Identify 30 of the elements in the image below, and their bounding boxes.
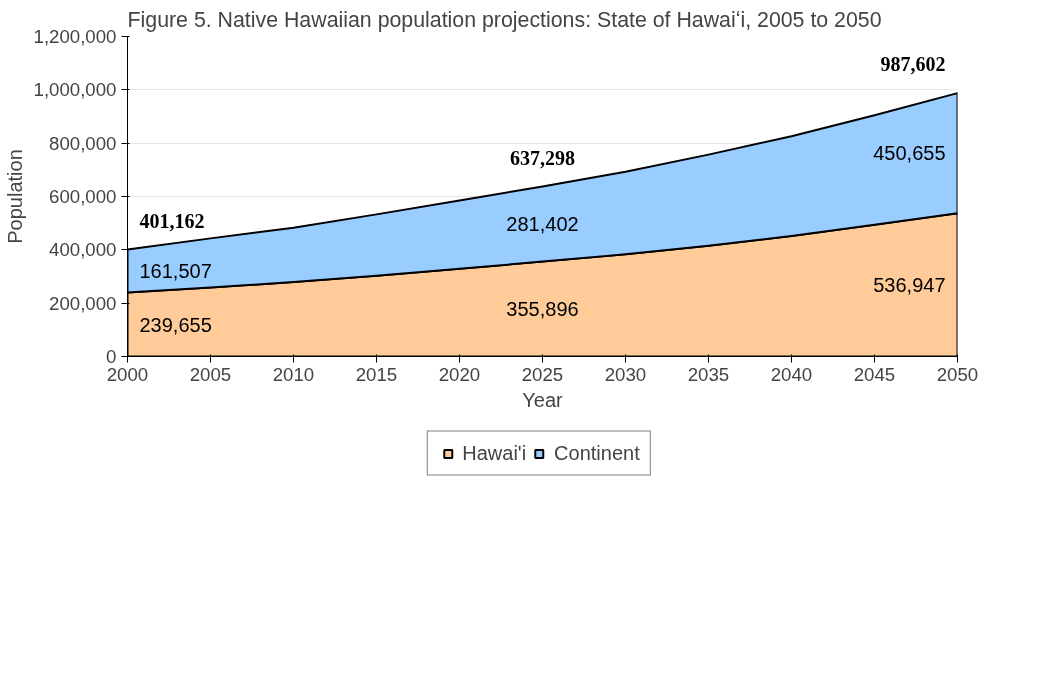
x-tick-label: 2005 — [189, 363, 232, 385]
x-tick-label: 2030 — [604, 363, 647, 385]
legend-label: Hawai'i — [462, 441, 527, 465]
y-tick-label: 800,000 — [49, 132, 117, 154]
legend-label: Continent — [554, 441, 640, 465]
total-label: 401,162 — [139, 209, 205, 232]
data-label: 161,507 — [139, 260, 212, 283]
y-tick-label: 1,200,000 — [33, 26, 117, 47]
total-label: 987,602 — [880, 53, 946, 76]
x-tick-label: 2045 — [853, 363, 896, 385]
data-label: 239,655 — [139, 313, 212, 336]
x-tick-label: 2010 — [272, 363, 315, 385]
data-label: 450,655 — [873, 142, 946, 165]
y-tick-label: 200,000 — [49, 292, 117, 314]
x-tick-label: 2050 — [936, 363, 979, 385]
y-tick-label: 600,000 — [49, 186, 117, 207]
x-tick-label: 2015 — [355, 363, 398, 385]
total-label: 637,298 — [510, 146, 575, 169]
chart-title: Figure 5. Native Hawaiian population projections: State of Hawaiʻi, 2005 to 2050 — [127, 7, 882, 32]
y-tick-label: 400,000 — [49, 239, 117, 261]
data-label: 536,947 — [873, 273, 946, 296]
x-tick-label: 2020 — [438, 363, 481, 385]
data-label: 355,896 — [506, 298, 579, 321]
y-axis-title: Population — [3, 149, 26, 244]
data-label: 281,402 — [506, 213, 579, 236]
x-tick-label: 2040 — [770, 363, 813, 385]
x-tick-label: 2035 — [687, 363, 730, 385]
y-tick-label: 1,000,000 — [33, 79, 117, 101]
x-axis-title: Year — [522, 388, 564, 411]
x-tick-label: 2025 — [521, 363, 564, 385]
